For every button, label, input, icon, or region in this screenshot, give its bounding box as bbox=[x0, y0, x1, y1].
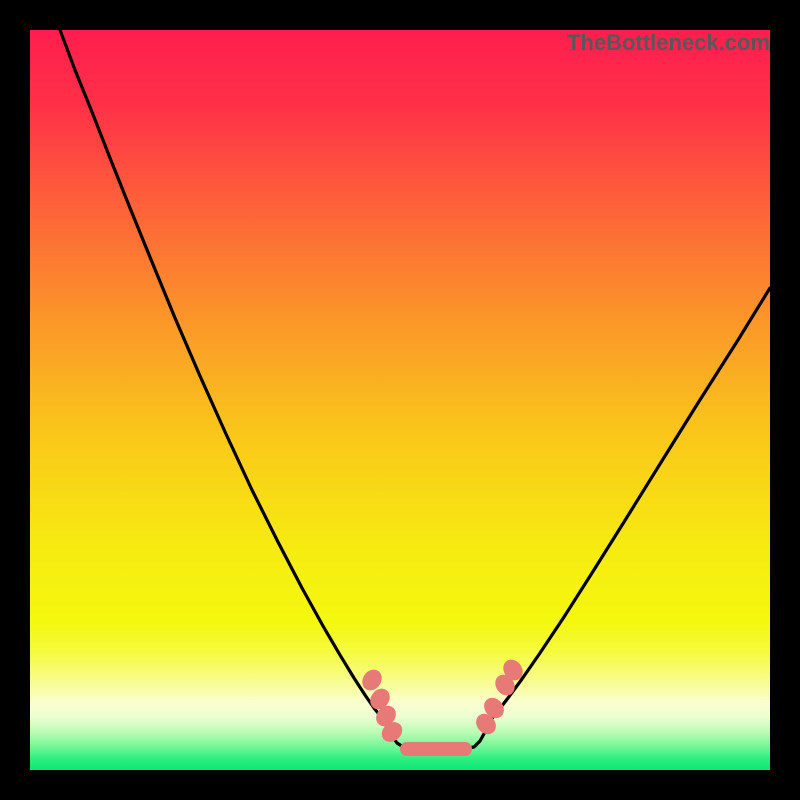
plateau-marker bbox=[400, 742, 472, 756]
chart-canvas: TheBottleneck.com bbox=[0, 0, 800, 800]
plot-area bbox=[30, 30, 770, 770]
watermark-text: TheBottleneck.com bbox=[567, 30, 770, 56]
bottleneck-curve bbox=[60, 30, 770, 748]
curve-layer bbox=[30, 30, 770, 770]
